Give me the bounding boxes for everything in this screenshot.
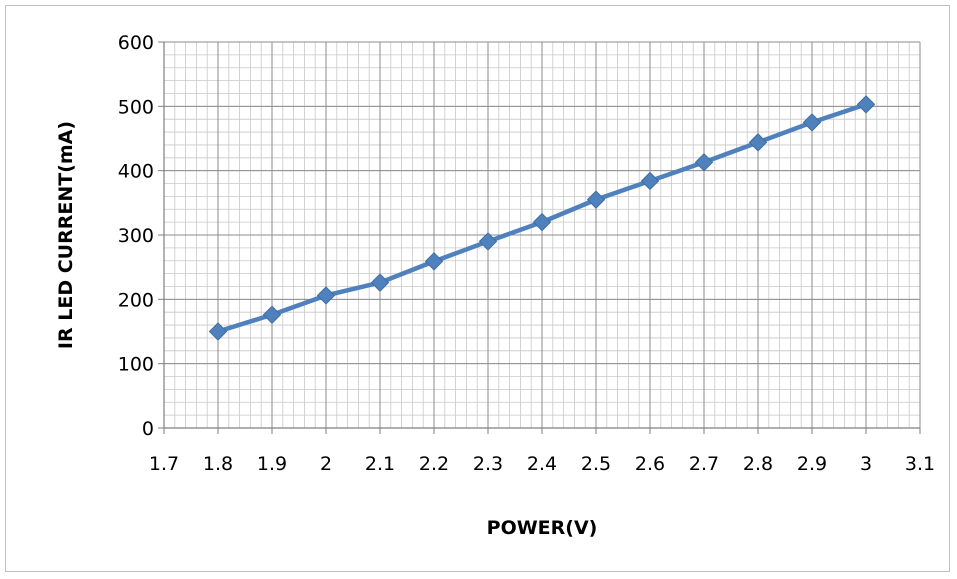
x-tick-label: 1.9 <box>257 453 287 475</box>
y-tick-labels: 0 100 200 300 400 500 600 <box>118 32 154 440</box>
x-tick-label: 1.8 <box>203 453 233 475</box>
y-tick-label: 400 <box>118 161 154 183</box>
data-point-marker <box>370 273 390 292</box>
x-tick-label: 2.5 <box>581 453 611 475</box>
x-tick-label: 2.4 <box>527 453 557 475</box>
data-point-marker <box>856 95 876 114</box>
x-tick-label: 3.1 <box>905 453 935 475</box>
x-tick-label: 2.8 <box>743 453 773 475</box>
major-gridlines <box>163 41 921 429</box>
data-point-marker <box>694 153 714 172</box>
data-point-marker <box>586 190 606 209</box>
x-tick-label: 2.9 <box>797 453 827 475</box>
data-point-marker <box>478 232 498 251</box>
data-point-marker <box>802 113 822 132</box>
x-tick-label: 3 <box>860 453 872 475</box>
series-layer <box>208 95 876 341</box>
y-tick-label: 300 <box>118 225 154 247</box>
x-tick-label: 1.7 <box>149 453 179 475</box>
y-tick-label: 0 <box>142 418 154 440</box>
x-tick-label: 2.1 <box>365 453 395 475</box>
y-tick-label: 200 <box>118 289 154 311</box>
data-point-marker <box>424 252 444 271</box>
y-tick-label: 600 <box>118 32 154 54</box>
x-tick-labels: 1.7 1.8 1.9 2 2.1 2.2 2.3 2.4 2.5 2.6 2.7 2.8 2.9 3 3.… <box>149 453 935 475</box>
x-tick-label: 2 <box>320 453 332 475</box>
data-point-marker <box>262 305 282 324</box>
x-tick-label: 2.7 <box>689 453 719 475</box>
data-point-marker <box>208 322 228 341</box>
y-axis-title: IR LED CURRENT(mA) <box>55 121 77 349</box>
x-tick-label: 2.6 <box>635 453 665 475</box>
data-point-marker <box>640 171 660 191</box>
x-tick-label: 2.3 <box>473 453 503 475</box>
axes <box>158 41 921 434</box>
x-axis-title: POWER(V) <box>487 517 598 539</box>
x-tick-label: 2.2 <box>419 453 449 475</box>
data-point-marker <box>532 212 552 232</box>
data-point-marker <box>748 133 768 152</box>
y-tick-label: 500 <box>118 96 154 118</box>
data-point-marker <box>316 286 336 305</box>
y-tick-label: 100 <box>118 354 154 376</box>
